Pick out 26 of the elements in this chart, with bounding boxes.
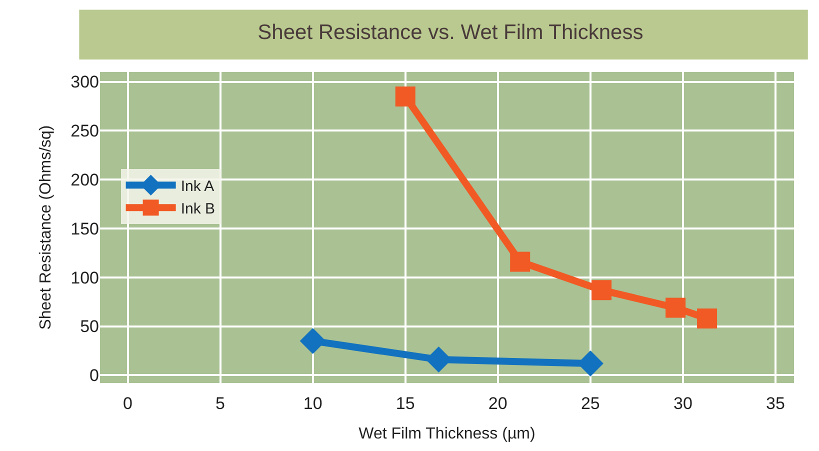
x-tick-label: 0: [123, 394, 132, 413]
chart-title: Sheet Resistance vs. Wet Film Thickness: [258, 20, 644, 44]
x-tick-label: 10: [303, 394, 322, 413]
y-tick-label: 100: [70, 268, 99, 288]
x-tick-label: 15: [396, 394, 415, 413]
x-tick-label: 30: [674, 394, 692, 413]
y-tick-label: 0: [90, 366, 99, 386]
point: [697, 308, 718, 328]
x-tick-label: 35: [766, 394, 785, 413]
y-tick-label: 300: [70, 72, 99, 92]
x-axis-title: Wet Film Thickness (µm): [358, 426, 536, 443]
point: [510, 252, 530, 272]
y-tick-label: 50: [80, 317, 99, 336]
point: [592, 280, 612, 300]
y-tick-label: 200: [70, 170, 99, 190]
legend-label: Ink B: [180, 200, 216, 218]
point: [666, 298, 686, 318]
x-tick-label: 5: [216, 394, 226, 413]
x-tick-label: 20: [488, 394, 508, 413]
point: [300, 328, 326, 354]
y-axis-title: Sheet Resistance (Ohms/sq): [38, 125, 55, 330]
y-tick-label: 150: [70, 219, 99, 238]
y-tick-label: 250: [70, 122, 99, 141]
point: [395, 86, 416, 106]
legend-label: Ink A: [180, 178, 214, 195]
x-tick-label: 25: [580, 394, 600, 413]
